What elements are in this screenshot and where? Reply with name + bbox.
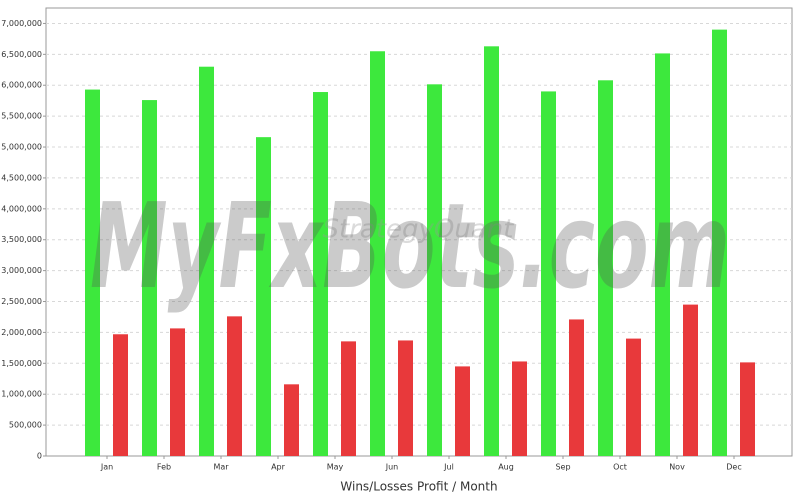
y-tick-label: 1,000,000: [1, 390, 42, 399]
x-tick-label: Jul: [443, 463, 454, 472]
bar: [541, 91, 556, 457]
y-tick-label: 7,000,000: [1, 19, 42, 28]
bar: [398, 340, 413, 456]
x-tick-label: Jun: [385, 463, 399, 472]
y-tick-label: 6,500,000: [1, 50, 42, 59]
y-tick-label: 6,000,000: [1, 81, 42, 90]
x-tick-label: Apr: [271, 463, 286, 472]
x-tick-label: May: [327, 463, 344, 472]
bar: [341, 341, 356, 456]
watermark: MyFxBots.com: [90, 177, 730, 315]
bar: [683, 304, 698, 456]
bar: [598, 80, 613, 457]
x-tick-label: Oct: [613, 463, 627, 472]
bar: [569, 319, 584, 456]
bar: [740, 362, 755, 456]
y-tick-label: 4,500,000: [1, 173, 42, 182]
bar: [370, 51, 385, 456]
bar: [113, 334, 128, 456]
y-tick-label: 3,500,000: [1, 235, 42, 244]
y-tick-label: 3,000,000: [1, 266, 42, 275]
bar: [484, 46, 499, 456]
bar: [455, 366, 470, 456]
x-tick-label: Nov: [669, 463, 685, 472]
x-tick-label: Dec: [726, 463, 741, 472]
bar: [427, 84, 442, 456]
bar: [655, 53, 670, 456]
watermark-small: StrategyQuant: [323, 215, 515, 245]
bar: [227, 316, 242, 456]
y-tick-label: 5,500,000: [1, 112, 42, 121]
y-tick-label: 5,000,000: [1, 143, 42, 152]
bar: [170, 328, 185, 456]
bar: [512, 361, 527, 456]
y-tick-label: 4,000,000: [1, 204, 42, 213]
bar: [626, 338, 641, 456]
y-tick-label: 1,500,000: [1, 359, 42, 368]
x-tick-label: Aug: [498, 463, 514, 472]
bar: [284, 384, 299, 456]
x-tick-label: Jan: [100, 463, 113, 472]
bar: [313, 92, 328, 456]
y-tick-label: 500,000: [9, 421, 42, 430]
y-tick-label: 0: [37, 452, 42, 461]
bar: [142, 100, 157, 457]
bar: [85, 89, 100, 456]
bar: [199, 66, 214, 457]
x-tick-label: Mar: [213, 463, 229, 472]
x-axis-label: Wins/Losses Profit / Month: [340, 480, 497, 494]
y-tick-label: 2,000,000: [1, 328, 42, 337]
bar: [712, 29, 727, 456]
bar: [256, 137, 271, 456]
y-tick-label: 2,500,000: [1, 297, 42, 306]
x-tick-label: Sep: [555, 463, 570, 472]
x-tick-label: Feb: [157, 463, 171, 472]
